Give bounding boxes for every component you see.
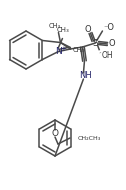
Text: CH₃: CH₃ xyxy=(48,24,60,29)
Text: OH: OH xyxy=(102,51,113,59)
Text: O: O xyxy=(52,130,58,139)
Text: ⁻O: ⁻O xyxy=(103,22,114,32)
Text: O: O xyxy=(84,25,91,35)
Text: O: O xyxy=(108,40,115,48)
Text: N: N xyxy=(55,47,62,56)
Text: CH₃: CH₃ xyxy=(57,28,70,33)
Text: CH₃: CH₃ xyxy=(72,47,85,52)
Text: NH: NH xyxy=(79,71,92,81)
Text: CH₂CH₃: CH₂CH₃ xyxy=(78,135,101,140)
Text: S: S xyxy=(93,39,98,48)
Text: +: + xyxy=(60,46,66,52)
